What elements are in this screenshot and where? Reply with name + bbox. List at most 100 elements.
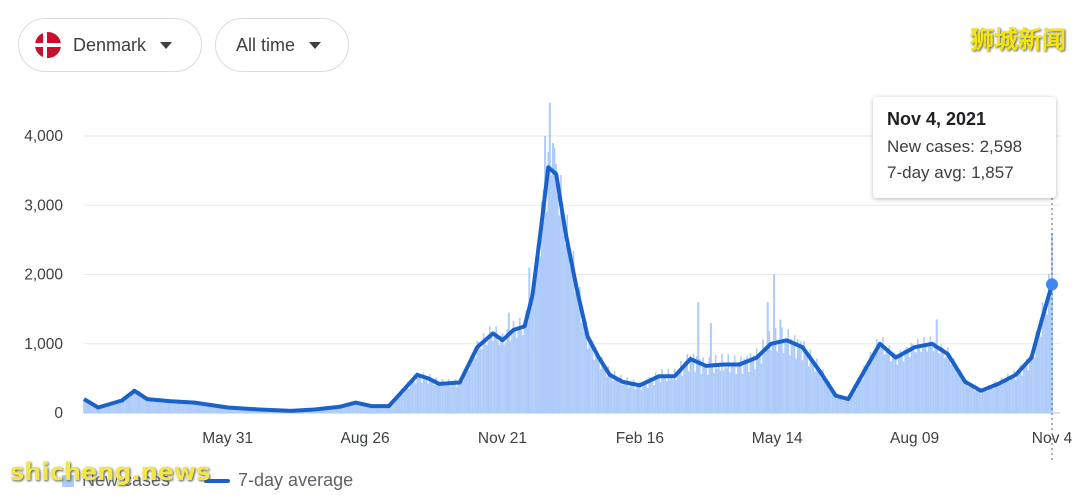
daily-case-bar (135, 393, 137, 413)
daily-case-bar (121, 399, 123, 413)
time-range-select[interactable]: All time (215, 18, 349, 72)
daily-case-bar (369, 404, 371, 413)
daily-case-bar (95, 406, 98, 413)
daily-case-bar (711, 364, 714, 413)
daily-case-bar (361, 405, 363, 413)
daily-case-bar (575, 294, 578, 413)
daily-case-bar (803, 341, 805, 413)
daily-case-bar (206, 406, 208, 413)
daily-case-bar (105, 406, 107, 413)
daily-case-bar (959, 369, 962, 413)
daily-case-bar (446, 383, 448, 413)
daily-case-bar (195, 402, 197, 413)
daily-case-bar (435, 377, 437, 413)
daily-case-bar (866, 367, 869, 413)
daily-case-bar (907, 352, 910, 413)
daily-case-bar (612, 380, 614, 413)
daily-case-bar (801, 360, 804, 413)
daily-case-bar (986, 391, 989, 413)
daily-case-bar (539, 256, 542, 413)
daily-case-bar (89, 402, 92, 413)
daily-case-bar (809, 349, 812, 413)
daily-case-bar (785, 341, 788, 413)
daily-case-bar (899, 350, 902, 413)
daily-case-bar (609, 375, 611, 413)
daily-case-bar (329, 408, 332, 413)
daily-case-bar (217, 405, 220, 413)
daily-case-bar (350, 403, 352, 413)
daily-case-bar (934, 342, 936, 413)
daily-case-bar (924, 345, 927, 413)
daily-case-bar (149, 398, 152, 413)
daily-case-bar (492, 340, 494, 413)
daily-case-bar (795, 358, 797, 413)
daily-case-bar (249, 408, 251, 413)
daily-case-bar (921, 348, 924, 413)
daily-case-bar (190, 402, 193, 413)
case-spike-bar (507, 312, 510, 413)
daily-case-bar (520, 330, 523, 413)
daily-case-bar (972, 384, 974, 413)
daily-case-bar (339, 407, 341, 413)
daily-case-bar (1027, 370, 1030, 413)
daily-case-bar (215, 405, 218, 413)
country-select[interactable]: Denmark (18, 18, 202, 72)
daily-case-bar (98, 407, 101, 413)
daily-case-bar (713, 372, 715, 413)
daily-case-bar (653, 385, 655, 413)
daily-case-bar (613, 371, 616, 413)
daily-case-bar (964, 379, 966, 413)
daily-case-bar (999, 385, 1001, 413)
daily-case-bar (820, 377, 823, 413)
daily-case-bar (909, 357, 911, 413)
daily-case-bar (226, 406, 229, 413)
daily-case-bar (1006, 373, 1009, 413)
daily-case-bar (429, 374, 431, 413)
y-tick-label: 4,000 (24, 128, 63, 145)
daily-case-bar (819, 372, 821, 413)
daily-case-bar (869, 351, 872, 413)
daily-case-bar (651, 377, 654, 413)
daily-case-bar (716, 368, 719, 413)
daily-case-bar (490, 335, 493, 413)
daily-case-bar (757, 357, 760, 413)
daily-case-bar (680, 360, 682, 413)
daily-case-bar (542, 189, 545, 413)
daily-case-bar (555, 163, 557, 413)
daily-case-bar (973, 390, 976, 413)
daily-case-bar (817, 371, 820, 413)
daily-case-bar (763, 353, 766, 413)
daily-case-bar (561, 212, 564, 413)
daily-case-bar (179, 399, 182, 413)
daily-case-bar (706, 374, 709, 413)
daily-case-bar (776, 351, 779, 413)
daily-case-bar (163, 400, 166, 413)
daily-case-bar (645, 379, 647, 413)
daily-case-bar (244, 408, 246, 413)
daily-case-bar (782, 352, 785, 413)
daily-case-bar (484, 338, 486, 413)
daily-case-bar (108, 403, 111, 413)
daily-case-bar (433, 384, 436, 413)
daily-case-bar (765, 348, 767, 413)
daily-case-bar (572, 250, 575, 413)
daily-case-bar (798, 344, 801, 413)
daily-case-bar (177, 403, 180, 413)
daily-case-bar (695, 356, 698, 413)
daily-case-bar (631, 384, 633, 413)
daily-case-bar (858, 378, 861, 413)
daily-case-bar (470, 356, 472, 413)
daily-case-bar (351, 403, 354, 413)
daily-case-bar (774, 327, 777, 413)
daily-case-bar (417, 373, 420, 413)
daily-case-bar (359, 402, 362, 413)
daily-case-bar (381, 404, 384, 413)
daily-case-bar (346, 403, 349, 413)
daily-case-bar (980, 393, 982, 413)
daily-case-bar (833, 393, 835, 413)
daily-case-bar (597, 355, 600, 413)
daily-case-bar (834, 392, 837, 413)
daily-case-bar (905, 346, 908, 413)
daily-case-bar (128, 395, 131, 413)
